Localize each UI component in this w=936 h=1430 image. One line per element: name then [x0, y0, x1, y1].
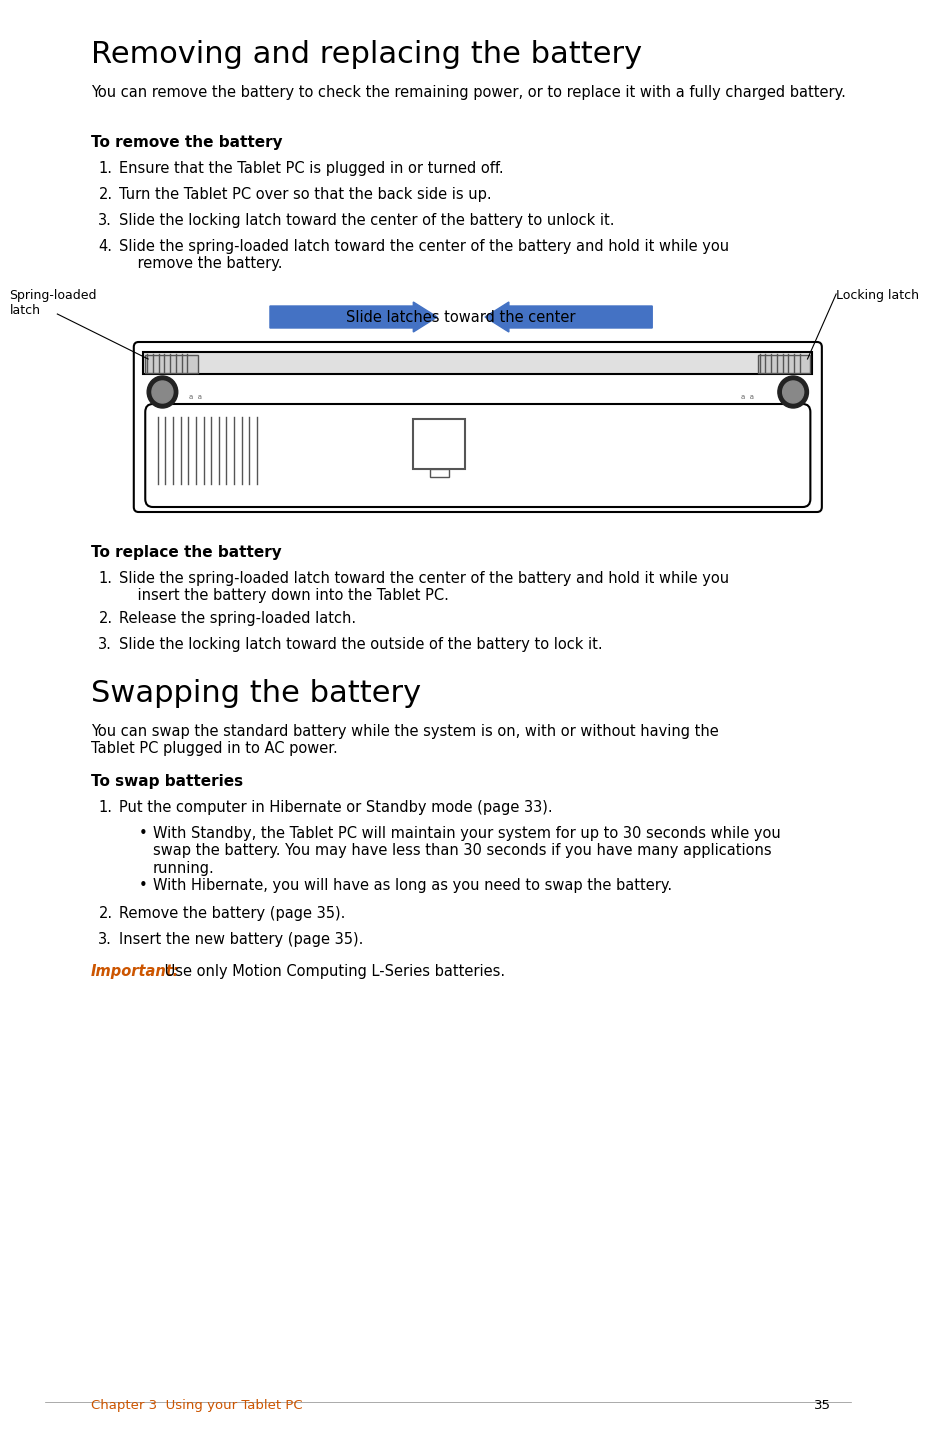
Text: Chapter 3  Using your Tablet PC: Chapter 3 Using your Tablet PC	[91, 1399, 302, 1411]
Bar	[413, 419, 465, 469]
Text: Put the computer in Hibernate or Standby mode (page 33).: Put the computer in Hibernate or Standby…	[119, 799, 552, 815]
Text: 3.: 3.	[98, 932, 112, 947]
FancyArrow shape	[485, 302, 651, 332]
Text: 3.: 3.	[98, 213, 112, 227]
Circle shape	[152, 380, 173, 403]
Text: 1.: 1.	[98, 162, 112, 176]
Text: You can remove the battery to check the remaining power, or to replace it with a: You can remove the battery to check the …	[91, 84, 845, 100]
FancyBboxPatch shape	[134, 342, 821, 512]
Text: Removing and replacing the battery: Removing and replacing the battery	[91, 40, 641, 69]
Text: •: •	[139, 878, 147, 892]
Text: 4.: 4.	[98, 239, 112, 255]
Text: To remove the battery: To remove the battery	[91, 134, 282, 150]
Text: With Hibernate, you will have as long as you need to swap the battery.: With Hibernate, you will have as long as…	[153, 878, 671, 892]
Text: You can swap the standard battery while the system is on, with or without having: You can swap the standard battery while …	[91, 724, 718, 756]
Circle shape	[777, 376, 808, 408]
Text: Remove the battery (page 35).: Remove the battery (page 35).	[119, 907, 345, 921]
Text: 35: 35	[813, 1399, 830, 1411]
Text: 2.: 2.	[98, 611, 112, 626]
Text: Slide latches toward the center: Slide latches toward the center	[346, 309, 576, 325]
FancyArrow shape	[270, 302, 437, 332]
Circle shape	[782, 380, 803, 403]
Text: Important:: Important:	[91, 964, 179, 980]
Text: a  a: a a	[189, 395, 202, 400]
Bar	[429, 469, 448, 478]
Text: 1.: 1.	[98, 571, 112, 586]
Bar	[145, 355, 197, 373]
Text: Use only Motion Computing L-Series batteries.: Use only Motion Computing L-Series batte…	[159, 964, 505, 980]
Text: To replace the battery: To replace the battery	[91, 545, 281, 561]
Text: 3.: 3.	[98, 636, 112, 652]
Text: Release the spring-loaded latch.: Release the spring-loaded latch.	[119, 611, 357, 626]
Text: a  a: a a	[739, 395, 753, 400]
Text: 2.: 2.	[98, 187, 112, 202]
Text: Spring-loaded
latch: Spring-loaded latch	[9, 289, 97, 317]
Text: Slide the spring-loaded latch toward the center of the battery and hold it while: Slide the spring-loaded latch toward the…	[119, 571, 729, 603]
Text: Locking latch: Locking latch	[835, 289, 918, 302]
Text: •: •	[139, 827, 147, 841]
Text: Swapping the battery: Swapping the battery	[91, 679, 420, 708]
Text: Insert the new battery (page 35).: Insert the new battery (page 35).	[119, 932, 363, 947]
Text: 1.: 1.	[98, 799, 112, 815]
FancyBboxPatch shape	[145, 405, 810, 508]
Text: Slide the locking latch toward the center of the battery to unlock it.: Slide the locking latch toward the cente…	[119, 213, 614, 227]
Text: Ensure that the Tablet PC is plugged in or turned off.: Ensure that the Tablet PC is plugged in …	[119, 162, 504, 176]
Bar	[757, 355, 810, 373]
Text: To swap batteries: To swap batteries	[91, 774, 242, 789]
Text: 2.: 2.	[98, 907, 112, 921]
Text: With Standby, the Tablet PC will maintain your system for up to 30 seconds while: With Standby, the Tablet PC will maintai…	[153, 827, 780, 875]
Bar	[143, 352, 812, 375]
Text: Slide the locking latch toward the outside of the battery to lock it.: Slide the locking latch toward the outsi…	[119, 636, 603, 652]
Text: Turn the Tablet PC over so that the back side is up.: Turn the Tablet PC over so that the back…	[119, 187, 491, 202]
Text: Slide the spring-loaded latch toward the center of the battery and hold it while: Slide the spring-loaded latch toward the…	[119, 239, 729, 272]
Circle shape	[147, 376, 178, 408]
